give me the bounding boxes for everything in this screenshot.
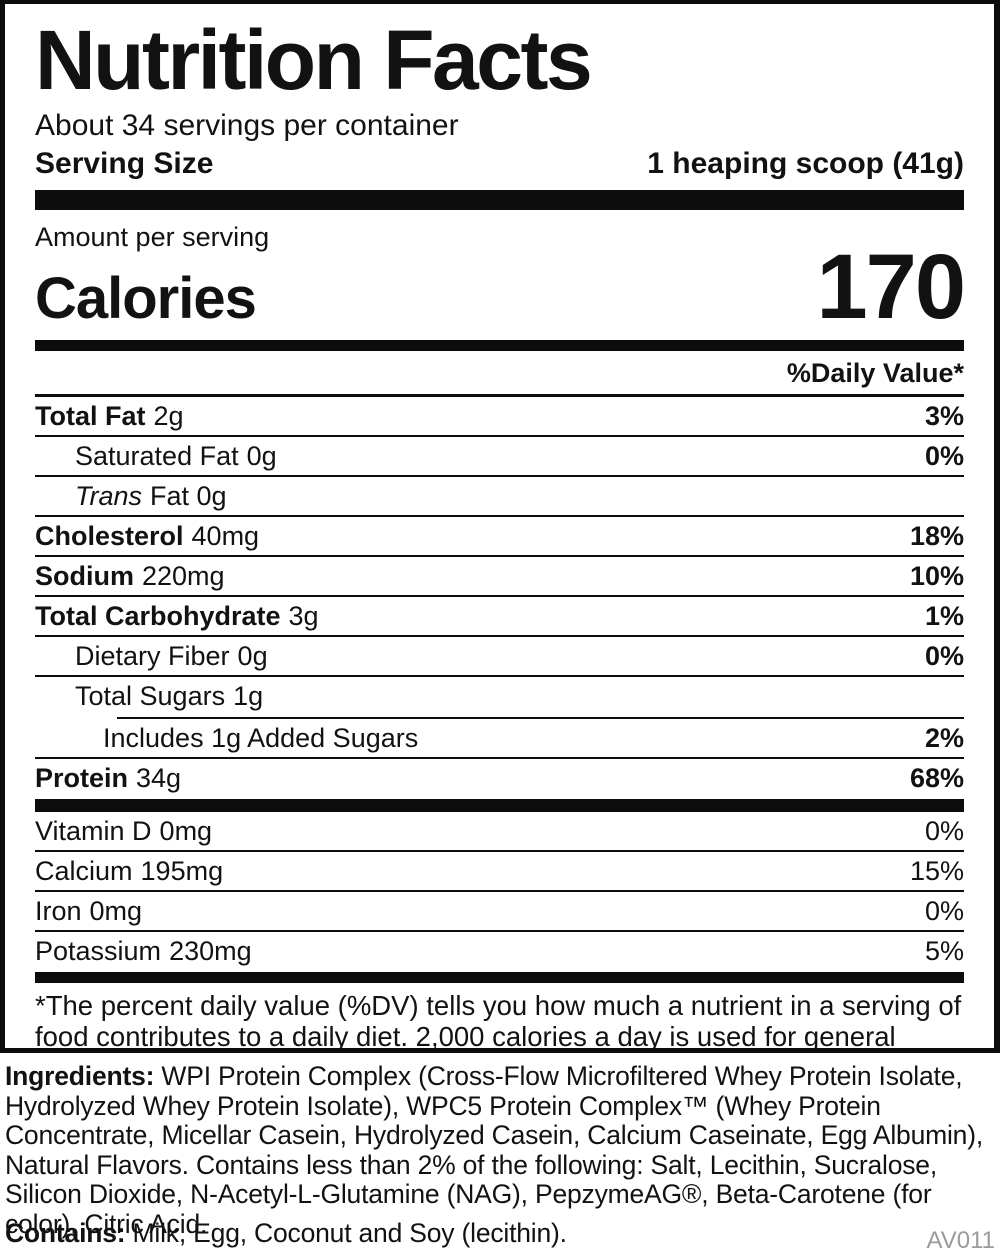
calories-row: Calories 170 [35, 236, 966, 338]
nutrient-name-amount: Sodium 220mg [35, 561, 225, 591]
nutrient-dv: 18% [909, 521, 964, 551]
contains-paragraph: Contains: Milk, Egg, Coconut and Soy (le… [5, 1218, 997, 1248]
nutrient-dv: 2% [924, 723, 964, 753]
nutrient-dv: 3% [924, 401, 964, 431]
nutrient-row-protein: Protein 34g 68% [35, 759, 964, 799]
amount-per-serving-label: Amount per serving [35, 222, 270, 252]
nutrient-row-total-sugars: Total Sugars 1g [35, 677, 964, 717]
ingredients-label: Ingredients: [5, 1061, 155, 1091]
nutrient-name-amount: Cholesterol 40mg [35, 521, 260, 551]
vitamin-name-amount: Vitamin D 0mg [35, 816, 213, 846]
nutrient-row-dietary-fiber: Dietary Fiber 0g 0% [35, 637, 964, 677]
serving-size-value: 1 heaping scoop (41g) [647, 147, 964, 180]
nutrient-name-amount: Total Fat 2g [35, 401, 184, 431]
medium-rule-footnote [35, 972, 964, 983]
nutrient-name-amount: Trans Fat 0g [75, 481, 227, 511]
vitamin-row-vitamin-d: Vitamin D 0mg 0% [35, 812, 964, 852]
vitamin-row-iron: Iron 0mg 0% [35, 892, 964, 932]
nutrient-name-amount: Includes 1g Added Sugars [103, 723, 419, 753]
vitamin-dv: 15% [909, 856, 964, 886]
ingredients-paragraph: Ingredients: WPI Protein Complex (Cross-… [5, 1061, 997, 1239]
nutrient-row-added-sugars: Includes 1g Added Sugars 2% [35, 719, 964, 759]
nutrient-row-total-fat: Total Fat 2g 3% [35, 397, 964, 437]
vitamin-name-amount: Iron 0mg [35, 896, 143, 926]
nutrition-facts-panel: Nutrition Facts About 34 servings per co… [0, 0, 1000, 1053]
nutrient-row-cholesterol: Cholesterol 40mg 18% [35, 517, 964, 557]
contains-text: Milk, Egg, Coconut and Soy (lecithin). [125, 1218, 567, 1248]
nutrient-name-amount: Total Carbohydrate 3g [35, 601, 319, 631]
nutrient-dv: 10% [909, 561, 964, 591]
contains-label: Contains: [5, 1218, 126, 1248]
servings-per-container: About 34 servings per container [35, 109, 459, 142]
nutrient-row-trans-fat: Trans Fat 0g [35, 477, 964, 517]
nutrient-name-amount: Saturated Fat 0g [75, 441, 277, 471]
nutrient-dv: 0% [924, 641, 964, 671]
daily-value-header: %Daily Value* [35, 351, 964, 397]
thick-rule-top [35, 190, 964, 210]
nutrient-name-amount: Dietary Fiber 0g [75, 641, 268, 671]
nutrient-row-saturated-fat: Saturated Fat 0g 0% [35, 437, 964, 477]
vitamin-name-amount: Calcium 195mg [35, 856, 224, 886]
nutrient-row-sodium: Sodium 220mg 10% [35, 557, 964, 597]
product-code: AV011 [926, 1227, 996, 1254]
calories-label: Calories [35, 266, 257, 331]
nutrition-facts-title: Nutrition Facts [35, 13, 593, 107]
vitamin-dv: 5% [924, 936, 964, 966]
daily-value-footnote: *The percent daily value (%DV) tells you… [35, 990, 962, 1052]
nutrient-dv: 1% [924, 601, 964, 631]
medium-rule-calories [35, 340, 964, 351]
serving-size-row: Serving Size 1 heaping scoop (41g) [35, 146, 964, 182]
vitamin-row-calcium: Calcium 195mg 15% [35, 852, 964, 892]
nutrient-name-amount: Protein 34g [35, 763, 182, 793]
vitamin-row-potassium: Potassium 230mg 5% [35, 932, 964, 972]
ingredients-text: WPI Protein Complex (Cross-Flow Microfil… [5, 1061, 983, 1239]
nutrient-dv: 68% [909, 763, 964, 793]
nutrient-name-amount: Total Sugars 1g [75, 681, 264, 711]
nutrient-row-total-carbohydrate: Total Carbohydrate 3g 1% [35, 597, 964, 637]
thick-rule-protein [35, 799, 964, 812]
vitamin-dv: 0% [924, 816, 964, 846]
vitamin-dv: 0% [924, 896, 964, 926]
vitamin-name-amount: Potassium 230mg [35, 936, 252, 966]
serving-size-label: Serving Size [35, 147, 214, 180]
nutrient-dv: 0% [924, 441, 964, 471]
calories-value: 170 [816, 236, 966, 338]
partial-rule-sugars [117, 717, 964, 719]
